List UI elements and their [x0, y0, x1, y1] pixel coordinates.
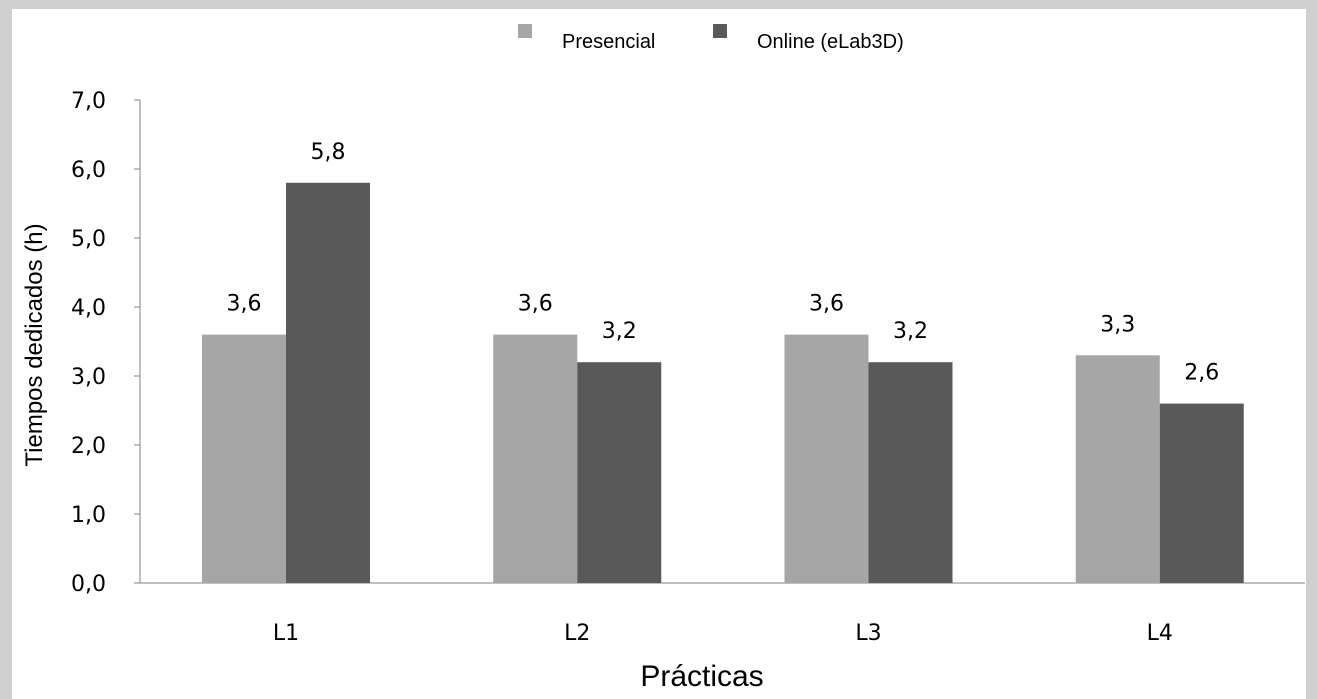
legend-swatch-online [713, 24, 727, 38]
y-tick-label: 1,0 [71, 503, 106, 528]
data-label: 3,2 [893, 319, 928, 344]
data-label: 3,6 [809, 292, 844, 317]
data-label: 5,8 [311, 140, 346, 165]
legend-label-online: Online (eLab3D) [757, 31, 904, 53]
x-category-label: L4 [1147, 621, 1173, 646]
axes: 0,0 1,0 2,0 3,0 4,0 5,0 6,0 7,0 L1 L2 L3 L4 [71, 89, 1305, 646]
y-tick-label: 6,0 [71, 158, 106, 183]
y-tick-label: 0,0 [71, 572, 106, 597]
bar-l2-online [577, 362, 662, 583]
x-category-label: L1 [273, 621, 299, 646]
x-category-label: L3 [855, 621, 881, 646]
bar-l1-presencial [202, 334, 286, 583]
bars [202, 182, 1244, 584]
data-label: 3,2 [602, 319, 637, 344]
data-label: 3,6 [227, 292, 262, 317]
data-label: 2,6 [1184, 361, 1219, 386]
x-axis-title: Prácticas [640, 660, 763, 693]
y-tick-label: 2,0 [71, 434, 106, 459]
legend: Presencial Online (eLab3D) [518, 24, 904, 53]
y-tick-label: 7,0 [71, 89, 106, 114]
legend-label-presencial: Presencial [562, 31, 655, 53]
x-category-label: L2 [564, 621, 590, 646]
y-tick-label: 5,0 [71, 227, 106, 252]
y-axis-title: Tiempos dedicados (h) [21, 223, 48, 466]
bar-l1-online [286, 182, 370, 584]
bar-l4-presencial [1075, 355, 1160, 583]
data-labels: 3,6 5,8 3,6 3,2 3,6 3,2 3,3 2,6 [227, 140, 1220, 386]
data-label: 3,3 [1100, 312, 1135, 337]
bar-l4-online [1159, 403, 1244, 583]
bar-l2-presencial [493, 334, 578, 583]
y-tick-label: 4,0 [71, 296, 106, 321]
data-label: 3,6 [518, 292, 553, 317]
bar-l3-presencial [784, 334, 869, 583]
y-tick-label: 3,0 [71, 365, 106, 390]
legend-swatch-presencial [518, 24, 532, 38]
bar-l3-online [868, 362, 953, 583]
